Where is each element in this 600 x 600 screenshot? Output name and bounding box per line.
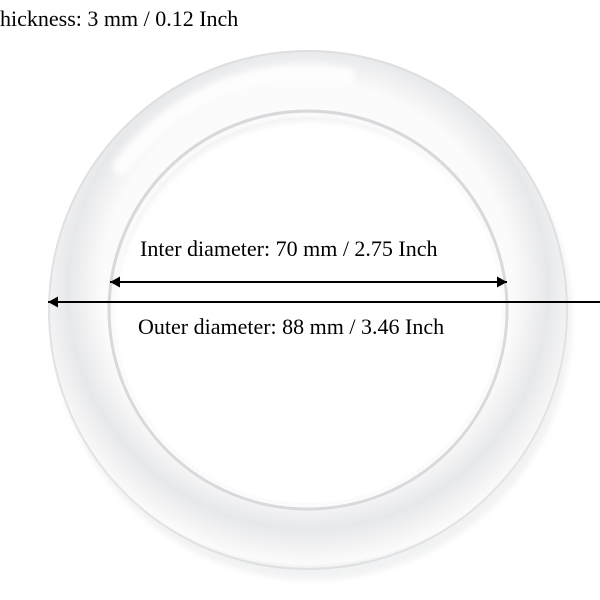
dimension-arrow bbox=[110, 277, 507, 288]
inner-diameter-label: Inter diameter: 70 mm / 2.75 Inch bbox=[140, 236, 438, 262]
outer-diameter-label: Outer diameter: 88 mm / 3.46 Inch bbox=[138, 314, 444, 340]
diagram-stage: hickness: 3 mm / 0.12 Inch Inter diamete… bbox=[0, 0, 600, 600]
thickness-label: hickness: 3 mm / 0.12 Inch bbox=[0, 6, 238, 32]
diagram-svg bbox=[0, 0, 600, 600]
